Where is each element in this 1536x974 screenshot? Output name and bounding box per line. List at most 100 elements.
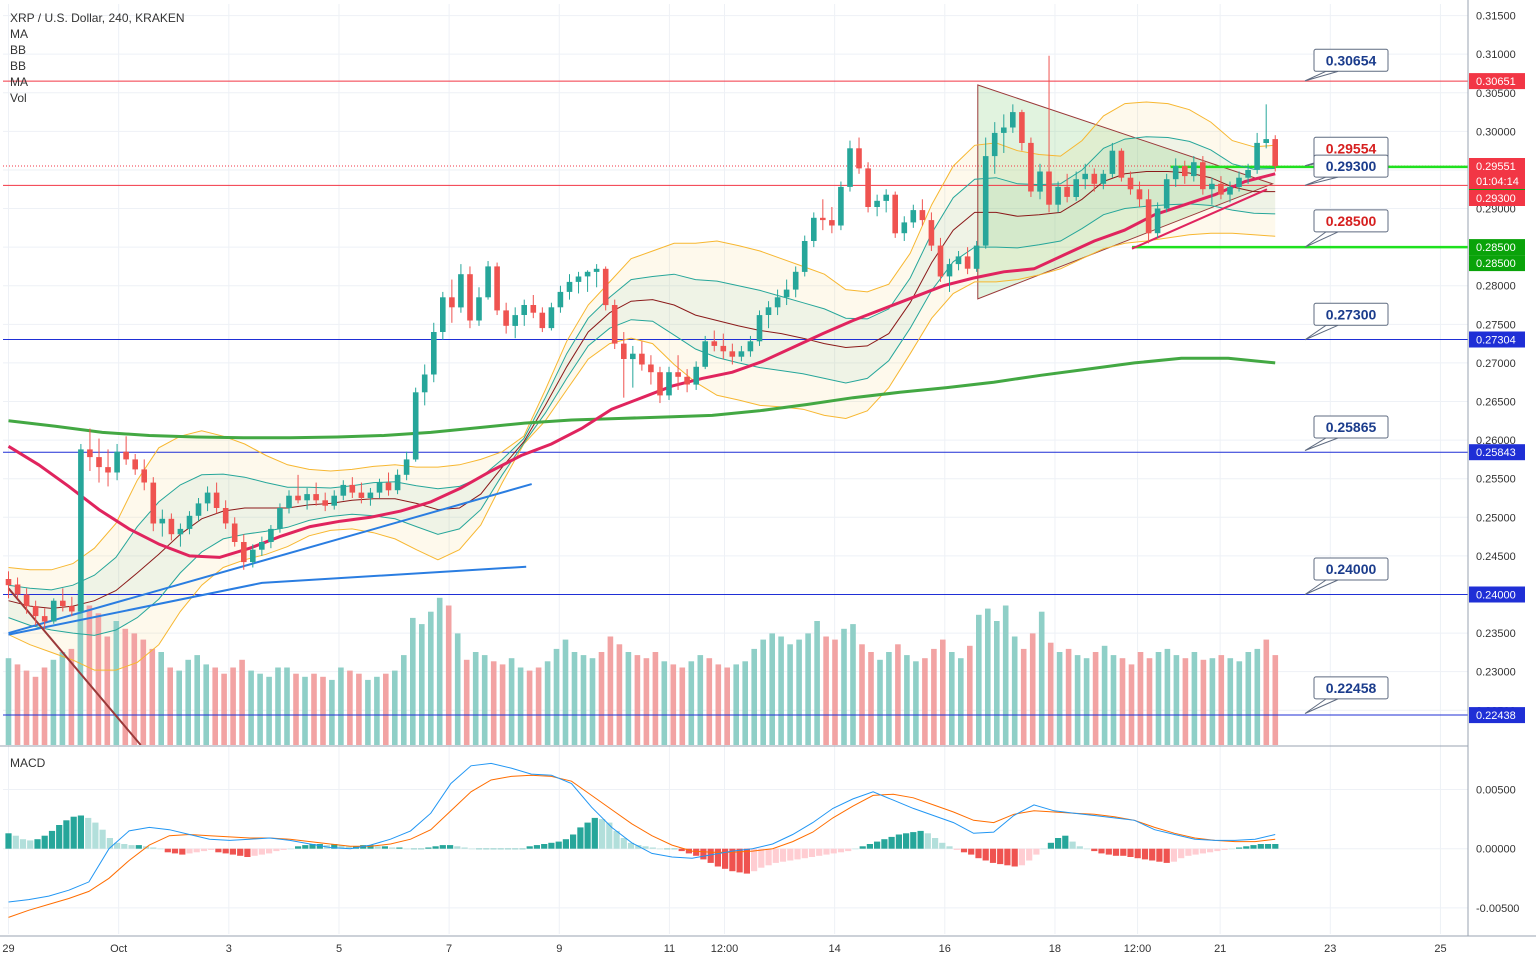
macd-hist-bar xyxy=(1264,844,1272,849)
macd-hist-bar xyxy=(997,848,1004,865)
macd-hist-bar xyxy=(1257,844,1264,849)
volume-bar xyxy=(688,661,695,745)
candle-body xyxy=(747,341,754,352)
candle-body xyxy=(874,200,880,207)
time-tick-label: 14 xyxy=(828,943,840,955)
macd-hist-bar xyxy=(193,848,200,853)
candle-body xyxy=(159,518,166,524)
candle-body xyxy=(783,289,790,298)
candle-body xyxy=(838,186,844,226)
volume-bar xyxy=(104,636,111,745)
volume-bar xyxy=(994,621,1000,745)
candle-body xyxy=(919,210,926,221)
candle-body xyxy=(693,366,699,385)
volume-bar xyxy=(284,667,290,745)
volume-bar xyxy=(886,652,892,745)
legend-ma[interactable]: MA xyxy=(10,27,28,41)
macd-hist-bar xyxy=(541,844,548,849)
macd-hist-bar xyxy=(910,832,917,849)
volume-bar xyxy=(949,652,955,745)
volume-bar xyxy=(1092,652,1099,745)
macd-hist-bar xyxy=(85,817,92,849)
volume-bar xyxy=(428,611,434,745)
macd-hist-bar xyxy=(331,844,338,849)
volume-bar xyxy=(517,667,524,745)
volume-bar xyxy=(320,676,326,745)
candle-body xyxy=(630,353,636,360)
trendline xyxy=(1131,188,1268,250)
candle-body xyxy=(829,220,835,226)
candle-body xyxy=(557,291,564,308)
macd-hist-bar xyxy=(837,848,845,853)
candle-body xyxy=(666,372,672,396)
legend-vol[interactable]: Vol xyxy=(10,91,27,105)
volume-bar xyxy=(985,608,991,745)
candle-body xyxy=(494,266,500,311)
volume-bar xyxy=(832,639,838,745)
candle-body xyxy=(449,297,455,308)
candle-body xyxy=(1064,186,1070,197)
macd-pane xyxy=(5,762,1279,918)
candle-body xyxy=(1010,112,1016,128)
macd-hist-bar xyxy=(1033,848,1040,855)
volume-bar xyxy=(508,658,515,745)
volume-bar xyxy=(1065,648,1072,745)
macd-hist-bar xyxy=(729,848,736,872)
volume-bar xyxy=(850,624,856,745)
volume-bar xyxy=(77,590,84,745)
macd-hist-bar xyxy=(295,846,302,849)
candle-body xyxy=(195,503,202,516)
volume-bar xyxy=(553,648,560,745)
candle-body xyxy=(259,542,265,550)
macd-hist-bar xyxy=(280,848,287,850)
price-tick-label: 0.25000 xyxy=(1476,512,1516,524)
macd-hist-bar xyxy=(852,848,859,850)
legend-ma[interactable]: MA xyxy=(10,75,28,89)
legend-bb[interactable]: BB xyxy=(10,43,27,57)
volume-bar xyxy=(814,621,820,745)
macd-hist-bar xyxy=(244,848,251,857)
axis-price-tag xyxy=(1469,73,1525,90)
volume-bar xyxy=(365,679,371,745)
candle-body xyxy=(602,268,609,306)
time-tick-label: 3 xyxy=(226,943,232,955)
volume-bar xyxy=(940,639,946,745)
macd-hist-bar xyxy=(157,848,164,850)
macd-hist-bar xyxy=(475,848,483,850)
callout-label: 0.25865 xyxy=(1326,419,1377,435)
price-tick-label: 0.30000 xyxy=(1476,126,1516,138)
axis-price-tag xyxy=(1469,586,1525,603)
volume-bar xyxy=(356,673,362,745)
candle-body xyxy=(105,467,111,473)
volume-bar xyxy=(1164,648,1171,745)
macd-hist-bar xyxy=(685,848,692,854)
callout-label: 0.28500 xyxy=(1326,213,1377,229)
legend-bb[interactable]: BB xyxy=(10,59,27,73)
volume-bar xyxy=(1101,645,1108,745)
candle-body xyxy=(521,305,527,315)
candle-body xyxy=(331,495,337,506)
candle-body xyxy=(1154,208,1161,234)
callout-label: 0.24000 xyxy=(1326,561,1377,577)
macd-hist-bar xyxy=(649,847,656,849)
macd-hist-bar xyxy=(787,848,794,861)
candle-body xyxy=(295,495,301,501)
macd-hist-bar xyxy=(591,817,598,849)
volume-bar xyxy=(922,658,928,745)
volume-bar xyxy=(481,655,488,745)
macd-hist-bar xyxy=(1199,848,1206,854)
candle-body xyxy=(1272,139,1278,167)
trendline xyxy=(7,587,142,745)
candle-body xyxy=(964,256,971,269)
macd-hist-bar xyxy=(700,848,707,860)
candle-body xyxy=(485,266,491,298)
volume-bar xyxy=(445,605,452,745)
macd-hist-bar xyxy=(12,835,19,849)
volume-bar xyxy=(374,676,380,745)
callout-box xyxy=(1313,302,1389,326)
candle-body xyxy=(1046,171,1052,205)
macd-label[interactable]: MACD xyxy=(10,756,46,770)
volume-bar xyxy=(86,605,93,745)
macd-tick-label: -0.00500 xyxy=(1476,903,1519,915)
